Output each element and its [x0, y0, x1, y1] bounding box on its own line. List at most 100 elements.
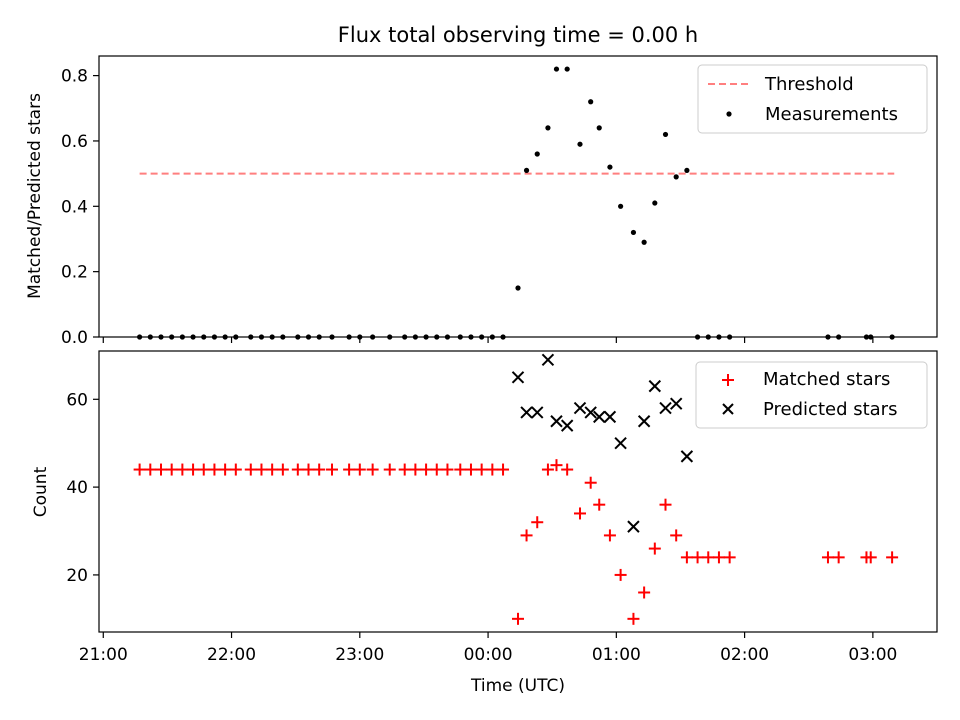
matched-star-point — [291, 463, 304, 476]
measurement-point — [673, 174, 679, 180]
bottom-panel: Count 20 40 60 21:00 22:00 23:00 00:00 01:00 02:… — [31, 350, 938, 665]
matched-star-point — [864, 551, 877, 564]
measurement-point — [630, 229, 637, 236]
measurement-point — [588, 99, 594, 105]
matched-legend-label: Matched stars — [763, 369, 890, 390]
top-axis-ticks: 0.0 0.2 0.4 0.6 0.8 — [61, 67, 874, 348]
bottom-y-axis-label: Count — [31, 466, 51, 517]
measurement-point — [596, 125, 602, 131]
measurement-point — [545, 125, 551, 131]
matched-star-point — [464, 463, 477, 476]
matched-star-point — [832, 551, 845, 564]
predicted-star-point — [593, 410, 606, 424]
matched-star-point — [593, 498, 606, 511]
bottom-x-tick-label: 02:00 — [720, 645, 769, 665]
predicted-star-point — [531, 406, 544, 419]
predicted-star-point — [550, 415, 563, 428]
matched-star-point — [133, 463, 146, 476]
bottom-y-tick-label: 20 — [66, 566, 88, 586]
predicted-star-point — [560, 419, 574, 432]
matched-star-point — [497, 463, 510, 476]
matched-star-point — [197, 463, 210, 476]
matched-star-point — [561, 463, 574, 476]
matched-star-point — [420, 463, 433, 476]
bottom-legend: Matched stars Predicted stars — [695, 361, 928, 429]
matched-star-point — [313, 463, 326, 476]
matched-star-point — [441, 463, 454, 476]
top-legend: Threshold Measurements — [697, 64, 928, 134]
matched-star-point — [454, 463, 467, 476]
measurement-point — [523, 167, 530, 173]
matched-star-point — [244, 463, 257, 476]
predicted-star-point — [511, 371, 525, 384]
top-legend-box — [697, 64, 928, 134]
matched-star-point — [584, 476, 597, 489]
top-y-tick-label: 0.8 — [61, 67, 88, 87]
measurement-point — [564, 66, 570, 72]
matched-star-point — [409, 463, 422, 476]
bottom-x-tick-label: 22:00 — [207, 645, 256, 665]
matched-star-point — [648, 542, 661, 555]
top-panel: Matched/Predicted stars 0.00.20.40.60.8 … — [25, 55, 938, 348]
measurement-point — [652, 200, 658, 206]
matched-star-point — [276, 463, 289, 476]
matched-star-point — [266, 463, 279, 476]
bottom-x-tick-label: 01:00 — [592, 645, 641, 665]
top-y-tick-label: 0.0 — [61, 328, 88, 348]
matched-star-point — [627, 612, 640, 625]
top-y-tick-label: 0.2 — [61, 263, 88, 283]
predicted-star-point — [669, 397, 683, 410]
measurement-point — [684, 167, 690, 173]
bottom-axis-ticks: 20 40 60 21:00 22:00 23:00 00:00 01:00 02:00 03:0… — [66, 390, 897, 665]
top-plot-frame — [98, 55, 938, 338]
predicted-star-point — [573, 401, 587, 415]
predicted-legend-marker — [722, 403, 734, 415]
matched-star-point — [154, 463, 167, 476]
predicted-star-point — [541, 353, 555, 366]
matched-star-point — [398, 463, 411, 476]
threshold-legend-label: Threshold — [764, 74, 854, 95]
matched-star-point — [680, 551, 693, 564]
bottom-plot-frame — [98, 350, 938, 633]
matched-star-point — [343, 463, 356, 476]
matched-star-point — [255, 463, 268, 476]
matched-star-point — [208, 463, 221, 476]
matched-star-point — [550, 459, 563, 472]
matched-star-point — [366, 463, 379, 476]
bottom-x-tick-label: 00:00 — [464, 645, 513, 665]
predicted-star-point — [637, 415, 651, 428]
bottom-x-tick-label: 23:00 — [335, 645, 384, 665]
matched-star-point — [670, 529, 683, 542]
matched-star-point — [520, 529, 533, 542]
predicted-star-point — [659, 401, 672, 415]
predicted-star-point — [584, 406, 597, 419]
matched-star-point — [603, 529, 616, 542]
predicted-star-point — [648, 379, 662, 393]
matched-star-point — [886, 551, 899, 564]
matched-star-point — [165, 463, 178, 476]
predicted-star-point — [520, 406, 533, 419]
bottom-x-tick-label: 21:00 — [79, 645, 128, 665]
matched-star-point — [691, 551, 704, 564]
predicted-star-point — [680, 450, 694, 463]
measurement-point — [577, 141, 583, 147]
matched-star-point — [219, 463, 232, 476]
predicted-star-point — [614, 436, 627, 450]
matched-star-point — [573, 507, 586, 520]
measurement-point — [515, 285, 521, 291]
matched-star-point — [229, 463, 242, 476]
predicted-star-point — [603, 410, 617, 424]
chart-title: Flux total observing time = 0.00 h — [338, 23, 698, 47]
top-y-tick-label: 0.6 — [61, 132, 88, 152]
bottom-legend-box — [695, 361, 928, 429]
matched-star-point — [486, 463, 499, 476]
matched-star-point — [659, 498, 672, 511]
matched-star-point — [531, 516, 544, 529]
matched-star-point — [353, 463, 366, 476]
measurement-point — [534, 151, 540, 157]
bottom-y-tick-label: 60 — [66, 390, 88, 410]
matched-star-point — [326, 463, 339, 476]
matched-star-point — [187, 463, 200, 476]
bottom-plot-marks — [133, 353, 899, 625]
matched-star-point — [821, 551, 834, 564]
